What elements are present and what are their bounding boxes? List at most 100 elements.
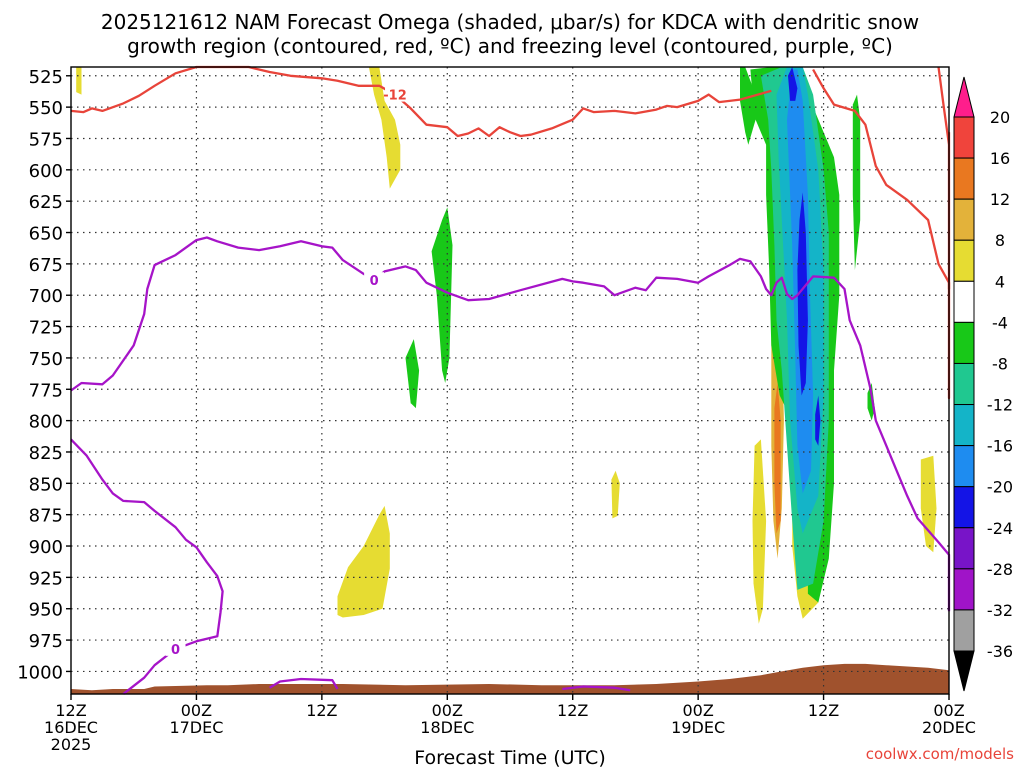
contour-line-3 (937, 66, 951, 291)
contour-label-bg-4 (364, 272, 385, 288)
colorbar: 20 16 12 8 4 -4 -8 -12 -16 -20 -24 -28 -32 -36 (953, 76, 1013, 692)
colorbar-swatch-9 (953, 445, 975, 488)
y-tick-label-950: 950 (29, 600, 63, 621)
y-tick-label-900: 900 (29, 537, 63, 558)
y-tick-label-625: 625 (29, 192, 63, 213)
contour-line-5 (70, 438, 224, 695)
x-tick-label-12-1: 00Z (181, 701, 212, 720)
pressure-axis: 525 550 575 600 625 650 675 700 725 750 775 800 825 8… (17, 67, 71, 683)
colorbar-swatch-11 (953, 527, 975, 570)
y-tick-label-725: 725 (29, 318, 63, 339)
colorbar-label-1: 16 (990, 149, 1010, 168)
colorbar-label-12: -32 (987, 601, 1013, 620)
omega-region-1 (76, 67, 82, 95)
omega-region-25 (815, 395, 821, 446)
omega-region-3 (337, 505, 390, 618)
y-tick-label-800: 800 (29, 412, 63, 433)
contour-label-4: 0 (370, 274, 379, 289)
x-tick-label-0-2: 16DEC (44, 718, 98, 737)
x-tick-label-60-2: 19DEC (671, 718, 725, 737)
y-tick-label-925: 925 (29, 568, 63, 589)
colorbar-swatch-5 (953, 280, 975, 323)
title-line-2: growth region (contoured, red, ºC) and f… (127, 34, 893, 58)
omega-region-2 (368, 67, 401, 189)
y-tick-label-875: 875 (29, 506, 63, 527)
omega-region-10 (752, 439, 767, 624)
x-tick-label-0-3: 2025 (51, 735, 92, 754)
colorbar-bottom-arrow (953, 650, 975, 692)
contour-label-bg-5 (165, 640, 186, 656)
colorbar-label-6: -8 (992, 354, 1008, 373)
x-tick-label-0-1: 12Z (55, 701, 86, 720)
colorbar-swatch-7 (953, 362, 975, 406)
colorbar-swatch-8 (953, 404, 975, 447)
y-tick-label-525: 525 (29, 67, 63, 88)
colorbar-swatch-3 (953, 198, 975, 241)
colorbar-label-8: -16 (987, 437, 1013, 456)
y-tick-label-600: 600 (29, 161, 63, 182)
omega-region-23 (788, 67, 798, 101)
y-tick-label-675: 675 (29, 255, 63, 276)
chart-title: 2025121612 NAM Forecast Omega (shaded, μ… (101, 10, 919, 58)
colorbar-label-7: -12 (987, 396, 1013, 415)
contour-label-bg-1 (385, 86, 406, 102)
colorbar-label-10: -24 (987, 519, 1013, 538)
x-tick-label-24-1: 12Z (306, 701, 337, 720)
y-tick-label-1000: 1000 (17, 662, 63, 683)
contour-line-4 (70, 236, 951, 612)
contour-label-1: -12 (383, 89, 407, 104)
colorbar-swatch-6 (953, 321, 975, 364)
colorbar-swatch-12 (953, 568, 975, 611)
credit-text: coolwx.com/models (866, 745, 1014, 763)
colorbar-label-4: 4 (995, 272, 1005, 291)
x-tick-label-48-1: 12Z (557, 701, 588, 720)
omega-shaded-regions (76, 67, 937, 624)
colorbar-label-13: -36 (987, 642, 1013, 661)
plot-frame (70, 66, 950, 695)
title-line-1: 2025121612 NAM Forecast Omega (shaded, μ… (101, 10, 919, 34)
omega-region-18 (867, 383, 875, 421)
x-tick-label-72-1: 12Z (808, 701, 839, 720)
x-tick-label-84-2: 20DEC (922, 718, 976, 737)
omega-region-14 (405, 339, 420, 409)
y-tick-label-575: 575 (29, 129, 63, 150)
x-tick-label-84-1: 00Z (933, 701, 964, 720)
terrain-fill (71, 663, 949, 694)
colorbar-top-arrow (953, 76, 975, 118)
colorbar-label-5: -4 (992, 313, 1008, 332)
contour-line-1 (70, 65, 772, 138)
contour-line-7 (562, 685, 631, 692)
omega-region-17 (852, 94, 861, 271)
x-axis-label: Forecast Time (UTC) (414, 747, 605, 768)
y-tick-label-825: 825 (29, 443, 63, 464)
x-tick-label-36-1: 00Z (432, 701, 463, 720)
omega-region-4 (611, 470, 620, 519)
y-tick-label-775: 775 (29, 380, 63, 401)
colorbar-swatch-2 (953, 157, 975, 200)
y-tick-label-650: 650 (29, 224, 63, 245)
colorbar-swatch-10 (953, 486, 975, 529)
omega-region-24 (797, 192, 808, 396)
y-tick-label-975: 975 (29, 631, 63, 652)
y-tick-label-550: 550 (29, 98, 63, 119)
colorbar-swatch-13 (953, 609, 975, 652)
terrain-polygon (71, 663, 949, 694)
contour-line-6 (269, 677, 339, 690)
colorbar-label-0: 20 (990, 108, 1010, 127)
x-tick-label-60-1: 00Z (682, 701, 713, 720)
omega-region-16 (740, 67, 756, 145)
y-tick-label-700: 700 (29, 286, 63, 307)
colorbar-label-9: -20 (987, 478, 1013, 497)
y-tick-label-750: 750 (29, 349, 63, 370)
y-tick-label-850: 850 (29, 474, 63, 495)
colorbar-swatch-4 (953, 239, 975, 282)
omega-region-15 (431, 207, 453, 383)
contour-label-5: 0 (171, 643, 180, 658)
colorbar-swatch-1 (953, 116, 975, 159)
colorbar-label-2: 12 (990, 190, 1010, 209)
x-tick-label-36-2: 18DEC (420, 718, 474, 737)
colorbar-label-3: 8 (995, 231, 1005, 250)
x-tick-label-12-2: 17DEC (169, 718, 223, 737)
